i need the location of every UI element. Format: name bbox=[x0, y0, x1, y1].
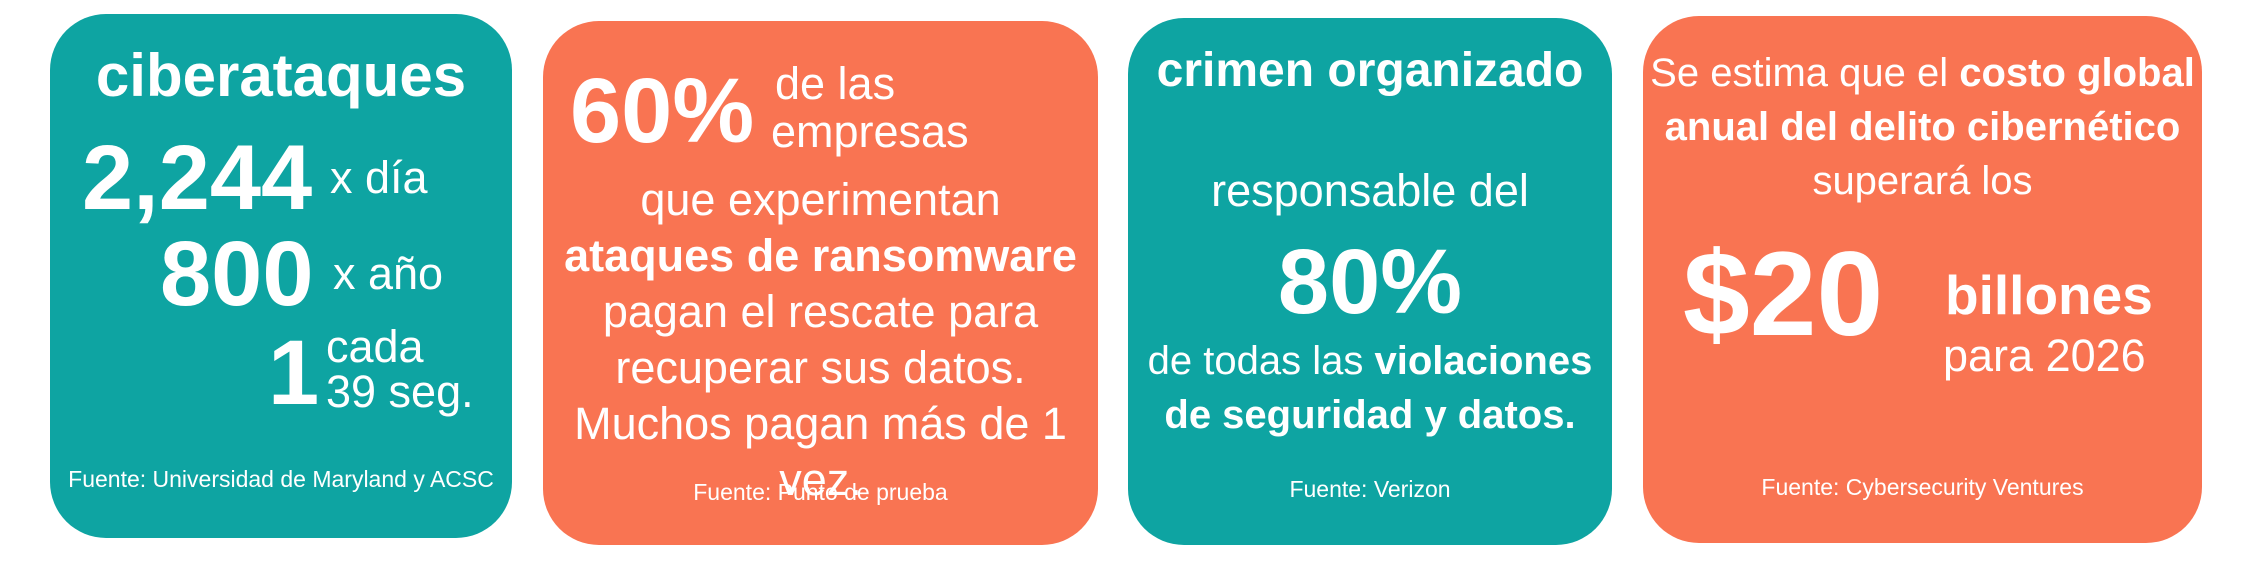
description-post: superará los bbox=[1812, 159, 2033, 203]
stat-card-organized-crime: crimen organizado responsable del 80% de… bbox=[1128, 18, 1612, 545]
amount-suffix-line1: billones bbox=[1945, 264, 2153, 326]
source-text: Fuente: Universidad de Maryland y ACSC bbox=[68, 466, 494, 492]
description-pre: de todas las bbox=[1147, 339, 1364, 383]
percentage-suffix-line1: de las bbox=[775, 58, 896, 109]
description-highlight: ataques de ransomware bbox=[564, 230, 1077, 281]
stat-unit-per-day: x día bbox=[330, 152, 428, 203]
source-text: Fuente: Verizon bbox=[1289, 476, 1451, 502]
source-text: Fuente: Punto de prueba bbox=[693, 479, 948, 505]
card-subtitle: responsable del bbox=[1211, 165, 1529, 216]
stat-number-per-year: 800 bbox=[160, 223, 314, 325]
description-highlight: costo global anual del delito cibernétic… bbox=[1664, 51, 2195, 149]
description-pre: que experimentan bbox=[640, 174, 1001, 225]
big-amount: $20 bbox=[1683, 227, 1884, 361]
stat-number-per-day: 2,244 bbox=[82, 127, 313, 229]
stat-card-cyberattacks: ciberataques 2,244 x día 800 x año 1 cad… bbox=[50, 14, 512, 538]
amount-suffix-line2: para 2026 bbox=[1943, 330, 2146, 381]
percentage-suffix-line2: empresas bbox=[771, 106, 969, 157]
stat-unit-frequency-line2: 39 seg. bbox=[326, 366, 474, 417]
source-text: Fuente: Cybersecurity Ventures bbox=[1761, 474, 2084, 500]
stat-card-ransomware: 60% de las empresas que experimentan ata… bbox=[543, 21, 1098, 545]
stat-unit-per-year: x año bbox=[333, 248, 444, 299]
card-title: crimen organizado bbox=[1156, 44, 1584, 97]
card-description: Se estima que el costo global anual del … bbox=[1643, 46, 2202, 208]
card-description: de todas las violaciones de seguridad y … bbox=[1128, 334, 1612, 442]
big-percentage: 80% bbox=[1277, 231, 1463, 333]
stat-card-global-cost: Se estima que el costo global anual del … bbox=[1643, 16, 2202, 543]
description-pre: Se estima que el bbox=[1650, 51, 1949, 95]
card-description: que experimentan ataques de ransomware p… bbox=[543, 172, 1098, 508]
stat-unit-frequency-line1: cada bbox=[326, 321, 424, 372]
stat-number-frequency: 1 bbox=[268, 322, 320, 424]
description-post: pagan el rescate para recuperar sus dato… bbox=[574, 286, 1067, 505]
description-highlight: violaciones de seguridad y datos. bbox=[1164, 339, 1593, 437]
card-title: ciberataques bbox=[95, 42, 467, 109]
big-percentage: 60% bbox=[570, 60, 755, 162]
